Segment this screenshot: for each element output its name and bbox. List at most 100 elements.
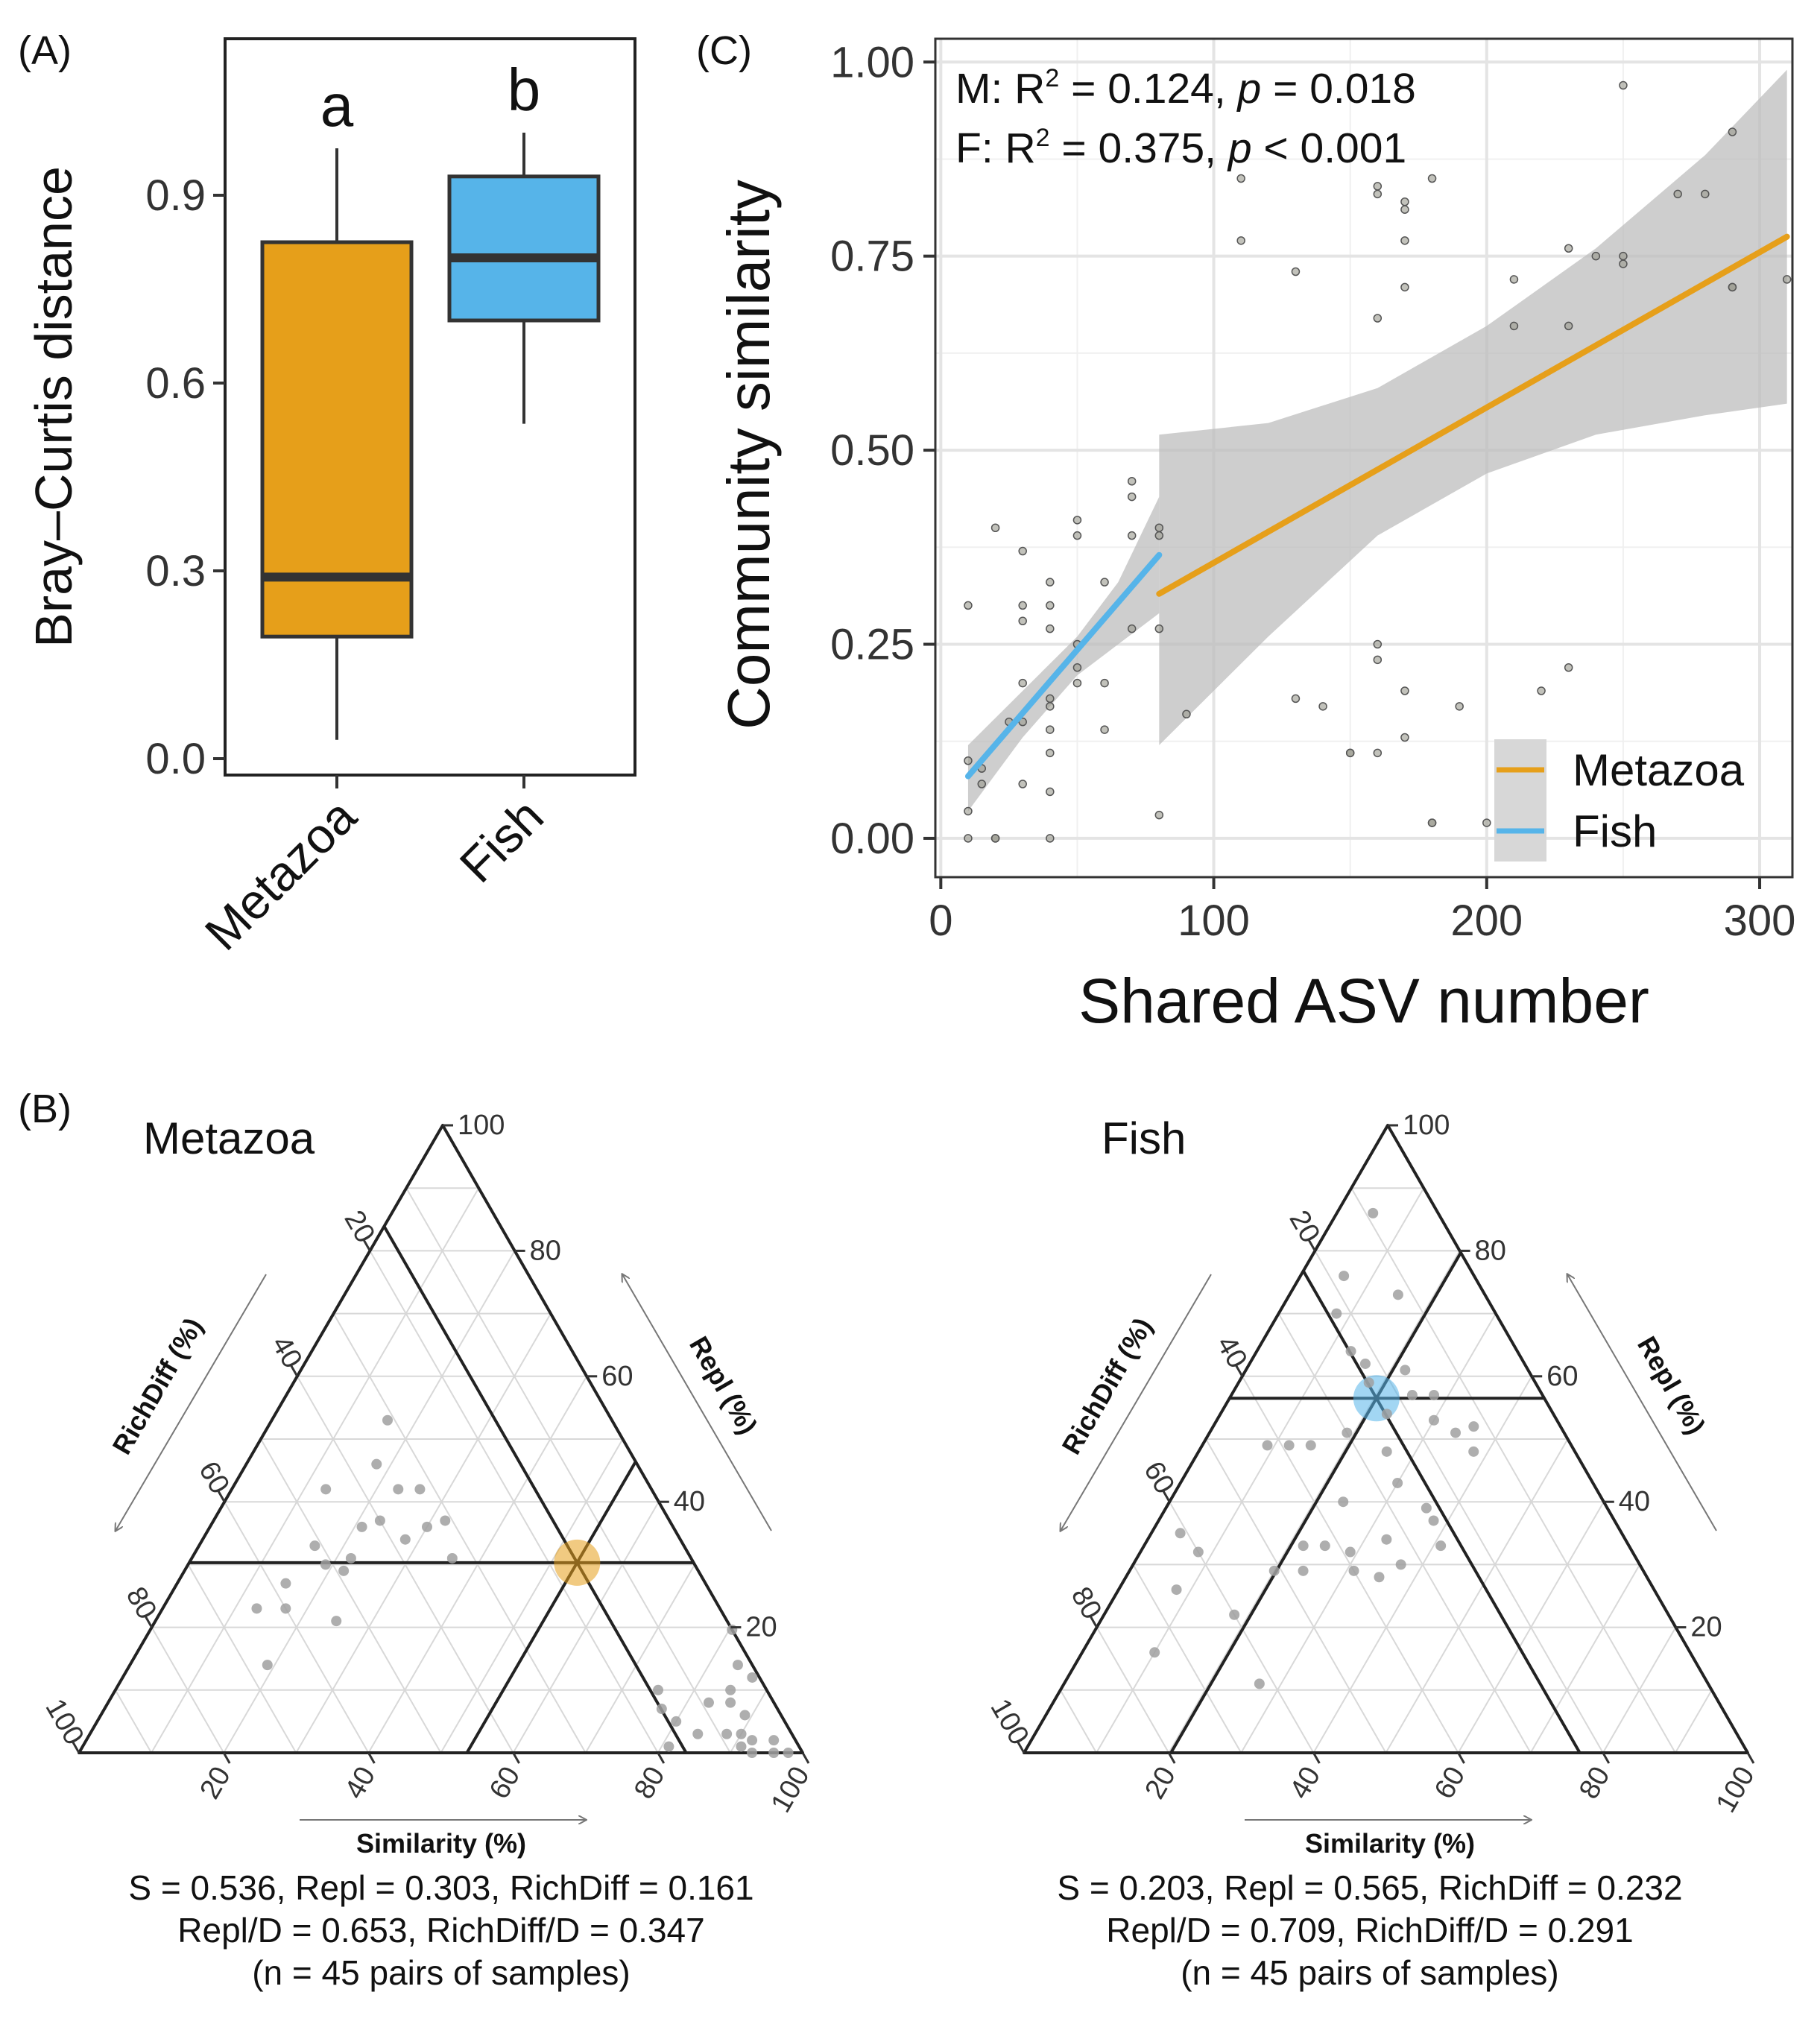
data-point bbox=[414, 1484, 426, 1495]
ternary-title-metazoa: Metazoa bbox=[143, 1113, 315, 1163]
data-point bbox=[1229, 1609, 1240, 1620]
axis-arrow bbox=[622, 1274, 772, 1531]
data-point bbox=[1338, 1496, 1349, 1508]
data-point bbox=[1373, 655, 1383, 665]
data-point bbox=[656, 1704, 667, 1715]
tick bbox=[217, 1490, 226, 1502]
data-point bbox=[356, 1521, 367, 1532]
boxplot-frame bbox=[224, 37, 636, 777]
summary-line-1: S = 0.536, Repl = 0.303, RichDiff = 0.16… bbox=[128, 1868, 754, 1907]
data-point bbox=[1381, 1534, 1392, 1545]
boxplot-panel: 0.0 0.3 0.6 0.9 a Metazoa b Fish Bray–Curtis di… bbox=[25, 37, 636, 961]
fit-line-metazoa bbox=[1156, 233, 1790, 597]
data-point bbox=[725, 1684, 736, 1695]
data-point bbox=[783, 1748, 794, 1758]
grid-line bbox=[512, 1501, 660, 1754]
summary-line-2: Repl/D = 0.653, RichDiff/D = 0.347 bbox=[177, 1911, 705, 1950]
panel-label-a: (A) bbox=[18, 28, 72, 73]
tick bbox=[801, 1752, 810, 1764]
data-point bbox=[1046, 694, 1055, 704]
data-point bbox=[1268, 1565, 1280, 1576]
similarity-tick-label: 100 bbox=[765, 1762, 816, 1818]
data-point bbox=[1368, 1207, 1379, 1218]
ternary-outline bbox=[1023, 1124, 1749, 1754]
repl-tick-label: 20 bbox=[745, 1612, 777, 1643]
data-point bbox=[1564, 663, 1573, 672]
data-point bbox=[399, 1534, 411, 1545]
data-point bbox=[1018, 616, 1027, 625]
data-point bbox=[446, 1552, 458, 1564]
data-point bbox=[1564, 244, 1573, 253]
data-point bbox=[1421, 1502, 1432, 1514]
scatter-points bbox=[964, 80, 1792, 843]
y-tick-label: 0.6 bbox=[145, 359, 206, 408]
data-point bbox=[1072, 663, 1082, 672]
tick bbox=[1457, 1752, 1465, 1764]
scatter-y-axis-label: Community similarity bbox=[715, 180, 782, 730]
data-point bbox=[440, 1515, 451, 1526]
grid-line bbox=[151, 1187, 480, 1754]
data-point bbox=[1072, 678, 1082, 688]
data-point bbox=[1400, 205, 1409, 214]
data-point bbox=[1345, 748, 1355, 758]
similarity-tick-label: 100 bbox=[1710, 1762, 1761, 1818]
scatter-legend: Metazoa Fish bbox=[1494, 739, 1745, 861]
data-point bbox=[990, 834, 1000, 843]
data-point bbox=[1619, 251, 1628, 261]
data-point bbox=[1392, 1477, 1403, 1488]
repl-tick-label: 100 bbox=[458, 1110, 505, 1141]
richdiff-tick-label: 100 bbox=[40, 1694, 90, 1751]
boxplot-y-axis-label: Bray–Curtis distance bbox=[25, 166, 83, 648]
x-tick-label: Metazoa bbox=[195, 788, 367, 961]
data-point bbox=[1373, 182, 1383, 191]
data-point bbox=[1400, 686, 1409, 695]
tick bbox=[290, 1365, 299, 1377]
data-point bbox=[1591, 251, 1601, 261]
y-tick-label: 0.00 bbox=[830, 815, 914, 863]
summary-line-3: (n = 45 pairs of samples) bbox=[252, 1953, 631, 1992]
panel-label-b: (B) bbox=[18, 1087, 72, 1131]
data-point bbox=[1428, 1515, 1439, 1526]
data-point bbox=[1381, 1409, 1392, 1420]
scatter-panel: 0.00 0.25 0.50 0.75 1.00 0 100 200 300 M: R2 = 0… bbox=[715, 37, 1796, 1036]
repl-tick-label: 40 bbox=[1619, 1486, 1650, 1517]
data-point bbox=[1345, 1546, 1356, 1558]
axis-arrow bbox=[1567, 1274, 1717, 1531]
data-point bbox=[382, 1414, 393, 1426]
data-point bbox=[1373, 189, 1383, 199]
x-tick-label: 300 bbox=[1724, 897, 1796, 945]
data-point bbox=[1400, 1365, 1411, 1376]
data-point bbox=[1046, 578, 1055, 587]
box-metazoa bbox=[260, 240, 414, 639]
data-point bbox=[1450, 1427, 1462, 1438]
grid-line bbox=[440, 1438, 624, 1754]
data-point bbox=[345, 1552, 356, 1564]
data-point bbox=[1564, 321, 1573, 331]
data-point bbox=[1154, 810, 1164, 820]
data-point bbox=[371, 1458, 382, 1470]
data-point bbox=[1254, 1678, 1265, 1689]
data-point bbox=[1046, 834, 1055, 843]
data-point bbox=[768, 1735, 780, 1746]
data-point bbox=[1236, 174, 1245, 183]
data-point bbox=[1455, 702, 1464, 711]
data-point bbox=[990, 523, 1000, 532]
data-point bbox=[1072, 516, 1082, 525]
data-point bbox=[964, 834, 973, 843]
data-point bbox=[732, 1660, 743, 1671]
data-point bbox=[421, 1521, 432, 1532]
data-point bbox=[1046, 748, 1055, 758]
grid-line bbox=[332, 1313, 587, 1754]
mean-line bbox=[382, 1225, 688, 1754]
data-point bbox=[964, 756, 973, 765]
y-tick-label: 0.25 bbox=[830, 621, 914, 669]
confidence-ribbon-fish bbox=[967, 496, 1160, 812]
tick bbox=[1235, 1365, 1244, 1377]
data-point bbox=[1392, 1289, 1403, 1300]
data-point bbox=[1046, 624, 1055, 633]
similarity-tick-label: 60 bbox=[1429, 1762, 1472, 1805]
tick bbox=[367, 1752, 376, 1764]
data-point bbox=[309, 1540, 320, 1552]
tick bbox=[512, 1752, 520, 1764]
tick bbox=[222, 1752, 231, 1764]
